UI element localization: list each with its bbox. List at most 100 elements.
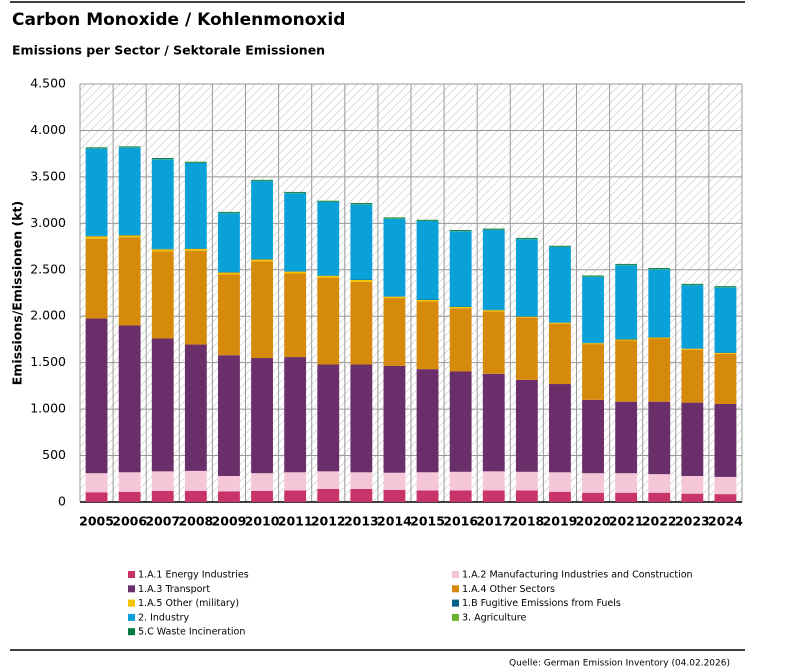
bar-segment	[549, 323, 571, 385]
legend-label: 3. Agriculture	[462, 612, 526, 623]
bar-segment	[549, 472, 571, 492]
bar-segment	[449, 490, 472, 502]
x-tick-label: 2024	[708, 514, 743, 529]
bar-segment	[615, 473, 638, 493]
bar-segment	[482, 310, 505, 312]
bar-segment	[515, 237, 538, 239]
bar-segment	[416, 301, 439, 370]
bar-segment	[85, 148, 108, 236]
y-tick-label: 4.500	[30, 76, 66, 91]
bar-segment	[648, 268, 671, 270]
bar-segment	[251, 473, 273, 491]
bar-segment	[218, 213, 240, 273]
bar-segment	[350, 204, 373, 280]
bar-segment	[284, 357, 307, 473]
bar-segment	[350, 364, 373, 473]
bar-segment	[118, 146, 141, 148]
bar-segment	[350, 281, 373, 365]
bar-segment	[383, 296, 406, 299]
y-axis-label: Emissions/Emissionen (kt)	[10, 201, 25, 385]
bar-segment	[681, 348, 704, 350]
bar-segment	[582, 473, 604, 493]
bar-segment	[251, 179, 273, 181]
bar-segment	[549, 384, 571, 473]
bar-segment	[218, 355, 240, 476]
bar-segment	[284, 193, 307, 272]
bar-segment	[449, 471, 472, 491]
bar-segment	[85, 236, 108, 239]
x-tick-label: 2021	[609, 514, 644, 529]
legend-swatch	[128, 628, 135, 636]
bar-segment	[350, 279, 373, 282]
x-tick-label: 2018	[509, 514, 544, 529]
bar-segment	[284, 472, 307, 491]
legend-swatch	[452, 613, 459, 621]
bar-segment	[582, 275, 604, 277]
bar-segment	[151, 159, 174, 249]
legend-label: 1.A.1 Energy Industries	[138, 570, 249, 581]
x-tick-label: 2016	[443, 514, 478, 529]
x-tick-label: 2012	[311, 514, 346, 529]
bar-segment	[615, 492, 638, 502]
bar-segment	[383, 217, 406, 219]
bar-segment	[118, 237, 141, 326]
bar-segment	[681, 285, 704, 349]
bar-segment	[681, 475, 704, 494]
y-tick-label: 0	[58, 494, 66, 509]
legend-swatch	[452, 571, 459, 578]
legend-label: 1.A.2 Manufacturing Industries and Const…	[462, 570, 693, 581]
x-tick-label: 2006	[112, 514, 147, 529]
bar-segment	[350, 488, 373, 502]
bar-segment	[515, 316, 538, 318]
bar-segment	[416, 472, 439, 491]
bar-segment	[482, 229, 505, 310]
bar-segment	[549, 491, 571, 502]
bar-segment	[416, 369, 439, 473]
bar-segment	[184, 161, 207, 163]
bar-segment	[648, 401, 671, 475]
bar-segment	[714, 287, 737, 353]
bar-segment	[515, 239, 538, 317]
bar-segment	[482, 228, 505, 230]
x-tick-label: 2017	[476, 514, 511, 529]
bar-segment	[681, 493, 704, 502]
bar-segment	[184, 248, 207, 251]
bar-segment	[218, 274, 240, 356]
bar-segment	[648, 474, 671, 493]
bar-segment	[317, 471, 340, 489]
bar-segment	[714, 286, 737, 288]
bar-segment	[714, 476, 737, 495]
bar-segment	[218, 491, 240, 502]
bar-segment	[184, 490, 207, 502]
bar-segment	[383, 218, 406, 297]
bar-segment	[582, 492, 604, 502]
bar-segment	[85, 492, 108, 502]
bar-segment	[416, 219, 439, 221]
bar-segment	[615, 340, 638, 402]
bar-segment	[251, 181, 273, 260]
legend-swatch	[128, 585, 135, 593]
bar-segment	[482, 490, 505, 502]
bar-segment	[218, 272, 240, 275]
bar-segment	[317, 200, 340, 202]
bar-segment	[549, 247, 571, 323]
bar-segment	[218, 211, 240, 213]
bar-segment	[582, 343, 604, 345]
bar-segment	[515, 317, 538, 380]
bar-segment	[85, 318, 108, 474]
bar-segment	[118, 491, 141, 502]
x-tick-label: 2020	[576, 514, 611, 529]
bar-segment	[151, 251, 174, 339]
bar-segment	[251, 259, 273, 262]
bar-segment	[582, 344, 604, 400]
bar-segment	[85, 147, 108, 149]
chart-title: Carbon Monoxide / Kohlenmonoxid	[12, 10, 345, 30]
bar-segment	[151, 158, 174, 159]
legend-swatch	[452, 599, 459, 607]
legend-label: 1.A.4 Other Sectors	[462, 584, 555, 595]
legend-swatch	[128, 613, 135, 621]
bar-segment	[482, 471, 505, 491]
y-tick-label: 3.000	[30, 215, 66, 230]
x-tick-label: 2010	[245, 514, 280, 529]
